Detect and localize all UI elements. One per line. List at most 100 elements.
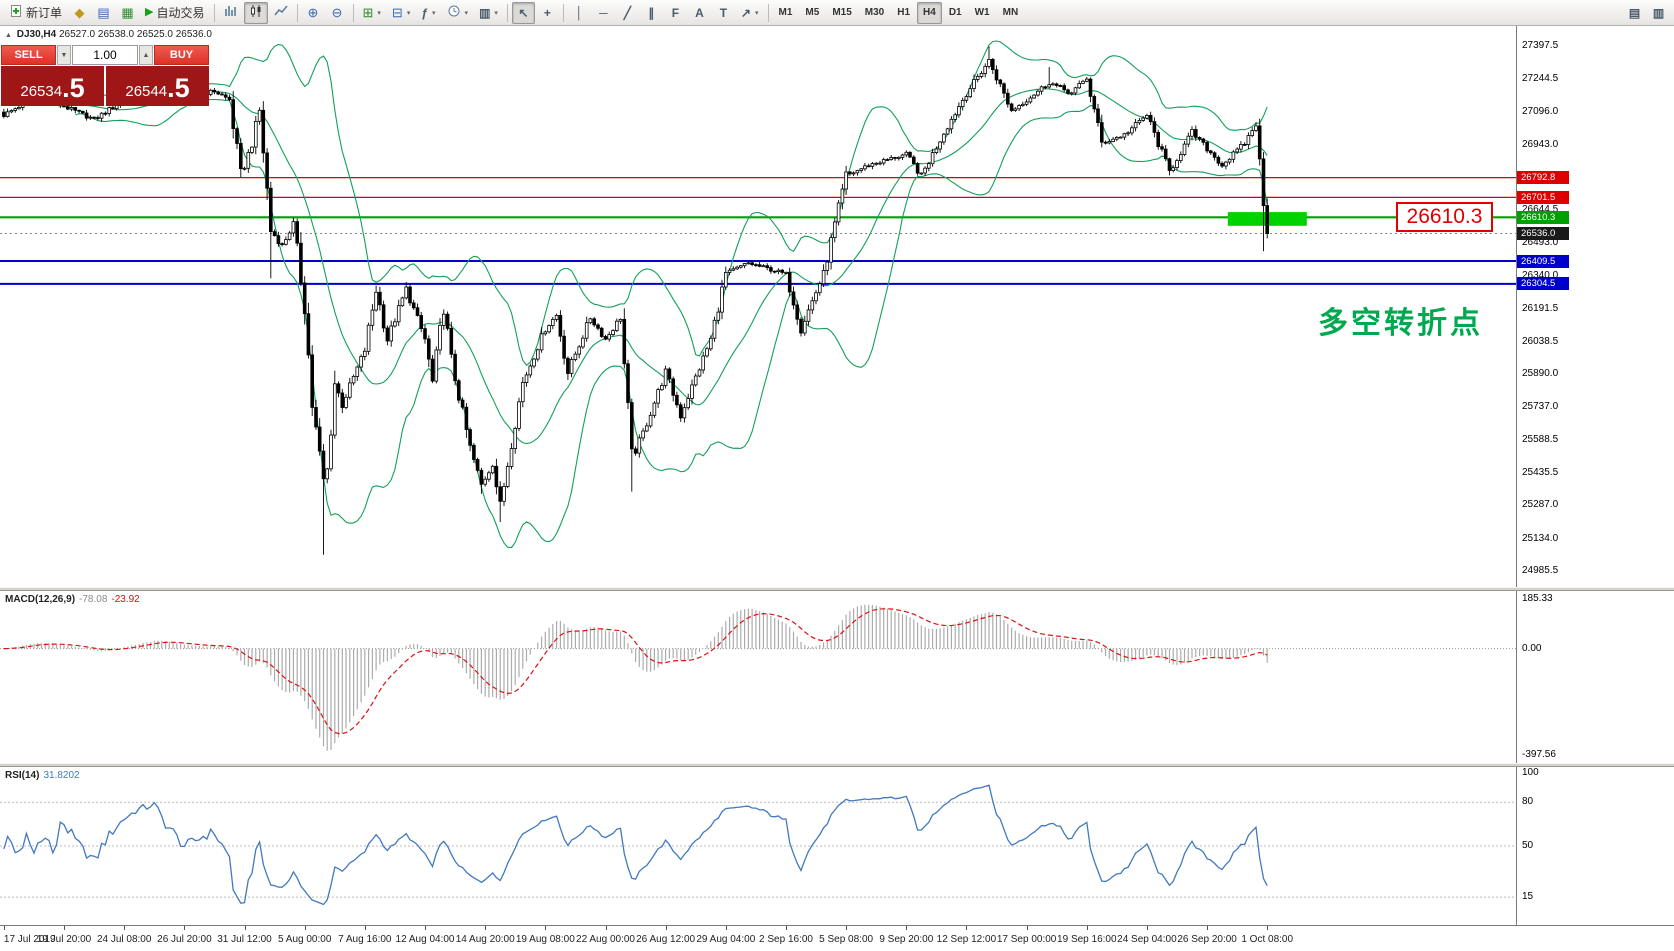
time-tick [364,926,366,930]
candlestick-type-button[interactable] [243,1,268,24]
time-tick [906,926,908,930]
rsi-axis[interactable]: 100 80 50 15 [1516,767,1674,925]
price-tick: 27397.5 [1522,39,1559,51]
time-tick [725,926,727,930]
macd-tick: 185.33 [1522,593,1553,604]
timeframe-h4[interactable]: H4 [917,1,942,24]
time-axis[interactable]: 17 Jul 2019 19 Jul 20:00 24 Jul 08:00 26 Ju… [0,925,1674,951]
timeframe-m1[interactable]: M1 [773,2,799,24]
toolbar-separator [296,3,298,22]
pane-resizer[interactable] [0,763,1674,767]
price-tag: 26610.3 [1517,210,1569,224]
buy-button[interactable]: BUY [154,45,209,65]
price-tick: 25435.5 [1522,467,1559,478]
chart-window-button[interactable]: ◆ [68,2,91,24]
indicators-icon: ƒ [421,5,429,20]
channel-icon: ∥ [648,5,655,20]
price-callout-label[interactable]: 26610.3 [1396,202,1493,233]
vertical-line-button[interactable]: │ [568,2,591,24]
arrows-icon: ↗ [740,5,751,20]
new-order-button[interactable]: 新订单 [4,2,67,24]
horizontal-line-button[interactable]: ─ [592,2,615,24]
rsi-tick: 100 [1522,767,1539,778]
toolbar-right-icon-1[interactable]: ▤ [1623,2,1646,24]
ohlc-values: 26527.0 26538.0 26525.0 26536.0 [58,29,212,40]
indicators-button[interactable]: ƒ ▾ [416,2,440,24]
text-button[interactable]: A [688,2,711,24]
timeframe-h1[interactable]: H1 [891,2,916,24]
time-label: 29 Aug 04:00 [696,934,756,945]
up-arrow-icon: ▲ [142,51,150,59]
cursor-button[interactable]: ↖ [511,1,535,24]
timeframe-d1[interactable]: D1 [943,2,968,24]
volume-increase-button[interactable]: ▲ [139,45,153,65]
buy-price-big-digit: .5 [167,73,190,103]
time-label: 12 Sep 12:00 [936,934,997,945]
profiles-icon: ⊟ [391,5,403,20]
autotrading-button[interactable]: ▶ 自动交易 [140,2,209,24]
candlestick-chart[interactable] [0,26,1516,587]
line-chart-type-button[interactable] [269,2,293,24]
time-label: 1 Oct 08:00 [1241,934,1294,945]
time-tick [605,926,607,930]
buy-price-main: 26544 [125,83,168,100]
time-label: 9 Sep 20:00 [879,934,934,945]
price-tick: 27244.5 [1522,73,1559,85]
time-label: 26 Jul 20:00 [157,934,212,945]
symbol-period-label: DJ30,H4 [16,29,57,40]
crosshair-button[interactable]: + [536,2,559,24]
annotation-text[interactable]: 多空转折点 [1318,307,1483,340]
toolbar-right-icon-2[interactable]: ▥ [1647,2,1670,24]
periods-button[interactable]: ▾ [442,2,474,24]
new-order-label: 新订单 [26,6,63,20]
price-tag: 26304.5 [1517,277,1569,291]
price-tick: 27096.0 [1522,105,1559,117]
fibonacci-button[interactable]: F [664,2,687,24]
timeframe-w1[interactable]: W1 [969,2,996,24]
rsi-pane: 100 80 50 15 RSI(14) 31.8202 [0,767,1674,925]
label-button[interactable]: T [712,2,735,24]
sell-button[interactable]: SELL [1,45,56,65]
price-tick: 26038.5 [1522,335,1559,347]
bar-chart-icon [224,4,238,21]
macd-tick: 0.00 [1522,642,1542,654]
market-watch-button[interactable]: ▤ [92,2,115,24]
buy-price[interactable]: 26544.5 [106,66,209,106]
periods-clock-icon [447,4,461,21]
timeframe-m15[interactable]: M15 [826,2,857,24]
trendline-icon: ╱ [623,5,632,20]
rsi-chart[interactable] [0,767,1516,925]
time-tick [64,926,65,930]
volume-input[interactable] [72,45,138,65]
trendline-button[interactable]: ╱ [616,2,639,24]
timeframe-m30[interactable]: M30 [859,2,890,24]
timeframe-mn[interactable]: MN [997,2,1025,24]
bar-chart-type-button[interactable] [219,2,243,24]
profiles-button[interactable]: ⊟ ▾ [387,2,415,24]
channel-button[interactable]: ∥ [640,2,663,24]
crosshair-icon: + [543,5,551,20]
time-tick [124,926,126,930]
macd-chart[interactable] [0,591,1516,763]
arrows-button[interactable]: ↗ ▾ [736,2,764,24]
macd-axis[interactable]: 185.33 0.00 -397.56 [1516,591,1674,763]
sell-price-big-digit: .5 [62,73,85,103]
navigator-button[interactable]: ▦ [116,2,139,24]
time-label: 5 Aug 00:00 [277,934,332,945]
new-chart-button[interactable]: ⊞ ▾ [358,2,386,24]
volume-decrease-button[interactable]: ▼ [57,45,71,65]
time-label: 26 Sep 20:00 [1177,934,1237,945]
zoom-out-button[interactable]: ⊖ [326,2,349,24]
zoom-out-icon: ⊖ [331,5,343,20]
price-axis[interactable]: 27397.5 27244.5 27096.0 26943.0 26644.5 26493… [1516,26,1674,587]
pane-resizer[interactable] [0,587,1674,591]
templates-button[interactable]: ▥ ▾ [474,2,503,24]
sell-price[interactable]: 26534.5 [1,66,104,106]
zoom-in-button[interactable]: ⊕ [302,2,325,24]
timeframe-m5[interactable]: M5 [799,2,825,24]
price-tick: 25287.0 [1522,499,1559,511]
price-tick: 25890.0 [1522,368,1559,380]
zoom-in-icon: ⊕ [307,5,319,20]
time-label: 26 Aug 12:00 [636,934,696,945]
time-label: 24 Sep 04:00 [1117,934,1177,945]
